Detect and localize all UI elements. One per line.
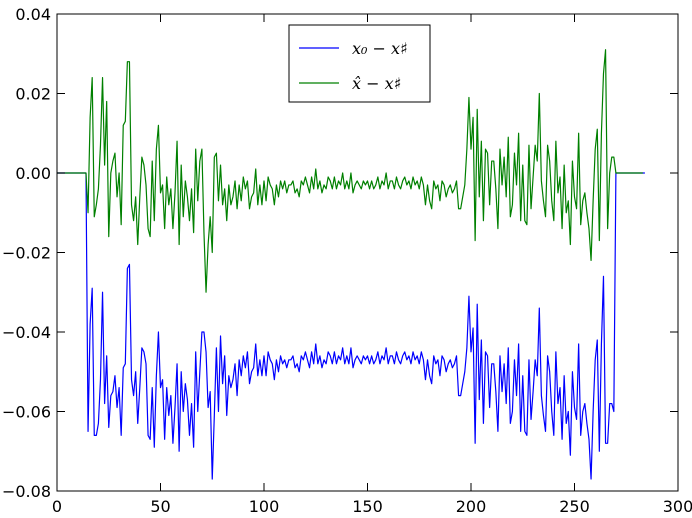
legend-label-series-2: x̂ − x♯	[352, 74, 401, 93]
x-tick-label: 200	[456, 497, 487, 516]
x-tick-label: 250	[559, 497, 590, 516]
legend-box	[288, 24, 431, 103]
y-tick-label: −0.08	[2, 482, 51, 501]
legend-label-series-1: x₀ − x♯	[352, 39, 408, 58]
series-layer	[57, 49, 645, 480]
y-tick-label: 0.02	[15, 85, 51, 104]
y-tick-label: −0.06	[2, 403, 51, 422]
x-tick-label: 100	[249, 497, 280, 516]
ticks-layer: 0 50 100 150 200 250 300 −0.08 −0.06 −0.04 −0.02 0.…	[2, 5, 692, 516]
y-tick-label: −0.02	[2, 244, 51, 263]
y-tick-label: 0.00	[15, 164, 51, 183]
series-line-1	[57, 172, 645, 480]
y-tick-label: 0.04	[15, 5, 51, 24]
x-tick-label: 0	[52, 497, 62, 516]
legend: x₀ − x♯ x̂ − x♯	[288, 24, 431, 103]
x-tick-label: 150	[352, 497, 383, 516]
y-tick-label: −0.04	[2, 323, 51, 342]
x-tick-label: 300	[663, 497, 692, 516]
x-tick-label: 50	[150, 497, 170, 516]
series-line-2	[57, 49, 643, 293]
